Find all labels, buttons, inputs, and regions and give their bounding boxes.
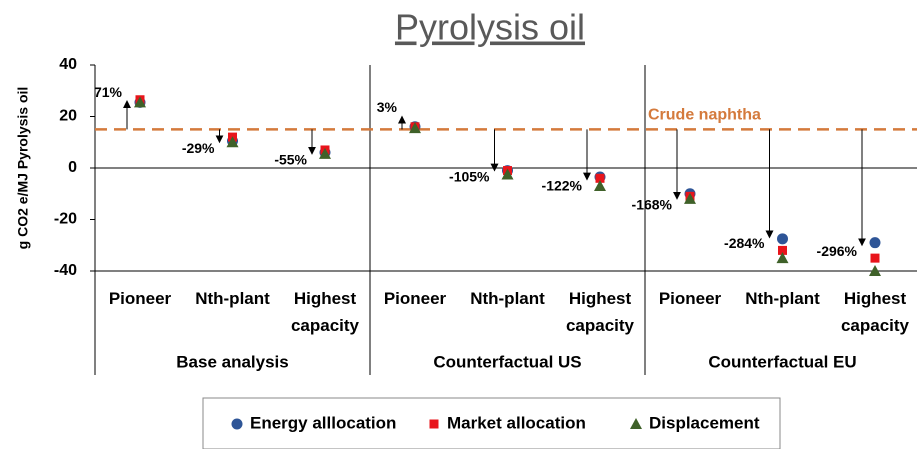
annotation-label: 71% [94,84,123,100]
point [231,418,243,430]
point [409,122,421,134]
y-tick-label: 0 [68,159,77,176]
point [684,192,696,204]
point [595,173,605,183]
x-tick-label: Nth-plant [195,289,270,308]
annotation-label: -296% [817,243,858,259]
annotation-label: -29% [182,140,215,156]
y-tick-label: -40 [54,262,77,279]
point [319,147,331,159]
group-label: Counterfactual US [433,352,581,371]
point [134,96,146,108]
legend-label: Displacement [649,413,760,432]
y-tick-label: -20 [54,211,77,228]
x-tick-label: Pioneer [658,289,722,308]
group-label: Base analysis [176,352,288,371]
x-tick-label: Highest capacity [565,289,635,335]
point [501,168,514,180]
point [869,265,881,276]
group-label: Counterfactual EU [708,352,856,371]
legend-label: Market allocation [447,413,586,432]
point [226,136,239,148]
y-axis-label: g CO2 e/MJ Pyrolysis oil [15,87,31,250]
annotation-label: -168% [632,197,673,213]
chart-title: Pyrolysis oil [395,7,585,48]
y-tick-label: 40 [59,56,77,73]
x-tick-label: Highest capacity [840,289,910,335]
x-tick-label: Nth-plant [470,289,545,308]
point [870,253,880,263]
point [869,237,881,249]
point [777,233,788,245]
annotation-label: -122% [542,177,583,193]
annotation-label: -284% [724,235,765,251]
legend-label: Energy alllocation [250,413,396,432]
point [778,245,787,255]
point [630,418,642,429]
x-tick-label: Highest capacity [290,289,360,335]
reference-label: Crude naphtha [648,107,761,124]
annotation-label: 3% [377,99,398,115]
point [776,252,789,264]
point [429,419,439,429]
legend-box [202,397,781,449]
annotation-label: -55% [274,152,307,168]
annotation-label: -105% [449,168,490,184]
x-tick-label: Nth-plant [745,289,820,308]
x-tick-label: Pioneer [383,289,447,308]
x-tick-label: Pioneer [108,289,172,308]
y-tick-label: 20 [59,108,77,125]
point [594,180,606,192]
